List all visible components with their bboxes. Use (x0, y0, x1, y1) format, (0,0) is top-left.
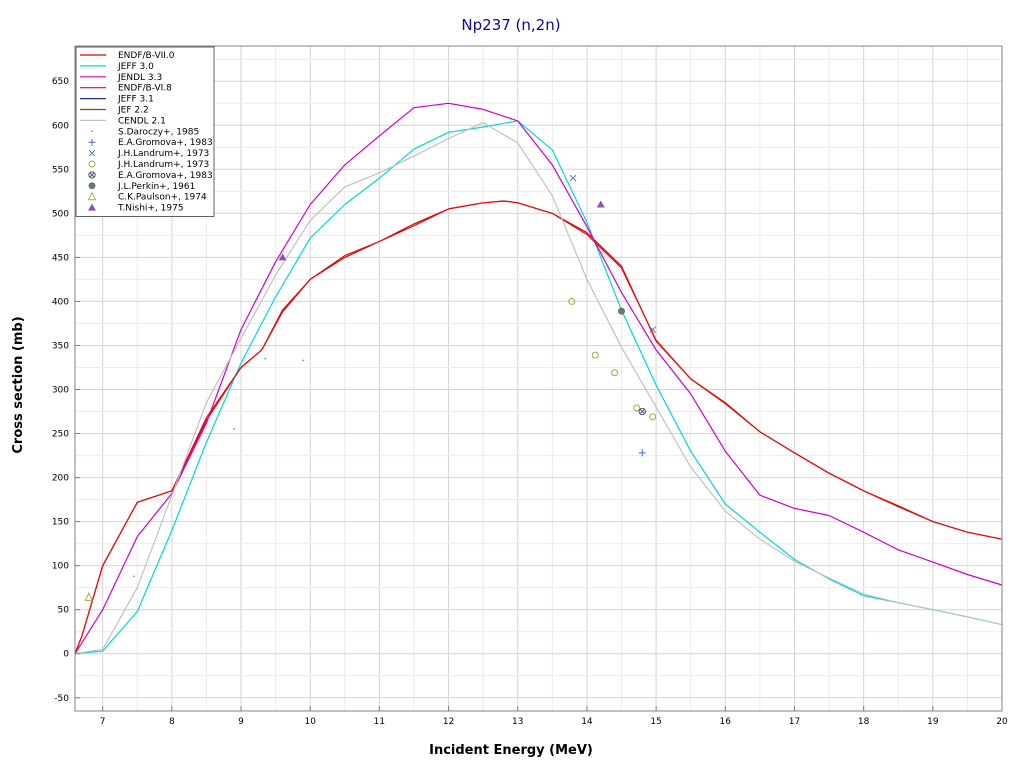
legend-marker-j-l-perkin-1961 (88, 182, 96, 190)
legend-marker-e-a-gromova-1983 (88, 138, 96, 146)
legend-entry-cendl-2-1: CENDL 2.1 (118, 116, 166, 126)
y-axis-label: Cross section (mb) (11, 316, 26, 453)
legend-marker-t-nishi-1975 (88, 203, 96, 211)
y-tick-label: 450 (52, 253, 69, 263)
x-tick-label: 17 (789, 717, 800, 727)
axis-ticks: 7 8 9 10 11 12 13 14 15 16 17 18 19 20 -50 0 50 100 150 200… (52, 77, 1008, 727)
x-tick-label: 20 (996, 717, 1008, 727)
legend-entry-j-l-perkin-1961: J.L.Perkin+, 1961 (117, 182, 195, 192)
legend-entry-j-h-landrum-1973: J.H.Landrum+, 1973 (117, 149, 209, 159)
y-tick-label: 400 (52, 297, 69, 307)
y-tick-label: 250 (52, 430, 69, 440)
y-tick-label: -50 (54, 694, 69, 704)
y-tick-label: 650 (52, 77, 69, 87)
data-point-e-a-gromova-1983 (638, 407, 646, 416)
series-line-jendl-3-3 (74, 102, 1003, 655)
legend-marker-c-k-paulson-1974 (87, 191, 97, 201)
y-tick-label: 350 (52, 341, 69, 351)
data-point-s-daroczy-1985 (233, 428, 236, 431)
x-tick-label: 7 (100, 717, 106, 727)
y-tick-label: 300 (52, 386, 69, 396)
x-tick-label: 19 (927, 717, 939, 727)
data-point-s-daroczy-1985 (302, 359, 305, 362)
y-tick-label: 0 (63, 650, 69, 660)
legend-marker-j-h-landrum-1973 (88, 149, 96, 157)
data-point-s-daroczy-1985 (132, 575, 135, 578)
x-tick-label: 9 (238, 717, 244, 727)
legend-entry-jendl-3-3: JENDL 3.3 (117, 73, 162, 83)
x-tick-label: 15 (650, 717, 661, 727)
x-tick-label: 13 (512, 717, 523, 727)
x-tick-label: 14 (581, 717, 593, 727)
legend-entry-s-daroczy-1985: S.Daroczy+, 1985 (118, 127, 199, 137)
series-markers-j-h-landrum-1973 (568, 297, 657, 421)
x-tick-label: 8 (169, 717, 175, 727)
legend-entry-endf-b-vi-8: ENDF/B-VI.8 (118, 84, 172, 94)
y-tick-label: 50 (58, 606, 70, 616)
data-point-j-h-landrum-1973 (569, 174, 577, 182)
y-tick-label: 200 (52, 474, 69, 484)
legend-marker-e-a-gromova-1983 (88, 171, 96, 179)
data-point-j-h-landrum-1973 (633, 404, 641, 412)
legend-entry-endf-b-vii-0: ENDF/B-VII.0 (118, 51, 175, 61)
y-tick-label: 100 (52, 562, 69, 572)
data-point-j-h-landrum-1973 (649, 326, 656, 333)
series-markers-j-h-landrum-1973 (569, 174, 656, 333)
legend-box (75, 46, 215, 217)
y-tick-label: 550 (52, 165, 69, 175)
data-point-t-nishi-1975 (278, 253, 287, 261)
x-axis-label: Incident Energy (MeV) (429, 743, 593, 758)
series-line-endf-b-vi-8 (74, 200, 1003, 654)
plot-area-frame (74, 45, 1003, 712)
series-markers-t-nishi-1975 (278, 200, 605, 261)
legend-entry-jeff-3-1: JEFF 3.1 (117, 95, 154, 105)
legend-entry-e-a-gromova-1983: E.A.Gromova+, 1983 (118, 138, 213, 148)
x-tick-label: 16 (720, 717, 732, 727)
legend-entry-jef-2-2: JEF 2.2 (117, 106, 149, 116)
data-point-s-daroczy-1985 (264, 357, 267, 360)
legend-entry-jeff-3-0: JEFF 3.0 (117, 62, 154, 72)
series-markers-e-a-gromova-1983 (638, 407, 646, 416)
series-markers-e-a-gromova-1983 (638, 449, 646, 457)
x-tick-label: 10 (304, 717, 316, 727)
legend-entry-c-k-paulson-1974: C.K.Paulson+, 1974 (118, 193, 207, 203)
x-tick-label: 12 (443, 717, 454, 727)
legend-entry-j-h-landrum-1973: J.H.Landrum+, 1973 (117, 160, 209, 170)
data-point-j-l-perkin-1961 (618, 307, 626, 315)
series-markers-j-l-perkin-1961 (618, 307, 626, 315)
data-point-c-k-paulson-1974 (84, 592, 94, 601)
y-tick-label: 500 (52, 209, 69, 219)
data-point-t-nishi-1975 (596, 200, 605, 208)
series-line-cendl-2-1 (74, 122, 1003, 655)
data-point-j-h-landrum-1973 (611, 369, 619, 377)
data-point-j-h-landrum-1973 (568, 297, 576, 305)
grid (75, 46, 1003, 711)
legend-marker-s-daroczy-1985 (91, 130, 93, 133)
series-line-jeff-3-0 (74, 120, 1003, 655)
legend-entry-t-nishi-1975: T.Nishi+, 1975 (117, 204, 184, 214)
series-markers-s-daroczy-1985 (132, 357, 305, 578)
chart-title: Np237 (n,2n) (461, 16, 560, 34)
series-line-endf-b-vii-0 (74, 200, 1003, 654)
y-tick-label: 150 (52, 518, 69, 528)
x-tick-label: 18 (858, 717, 870, 727)
y-tick-label: 600 (52, 121, 69, 131)
data-point-e-a-gromova-1983 (638, 449, 646, 457)
series-markers-c-k-paulson-1974 (84, 592, 94, 601)
data-point-j-h-landrum-1973 (591, 351, 599, 359)
legend-marker-j-h-landrum-1973 (88, 160, 96, 168)
series-layer (74, 102, 1003, 655)
x-tick-label: 11 (374, 717, 385, 727)
data-point-j-h-landrum-1973 (649, 413, 657, 421)
legend-entry-e-a-gromova-1983: E.A.Gromova+, 1983 (118, 171, 213, 181)
